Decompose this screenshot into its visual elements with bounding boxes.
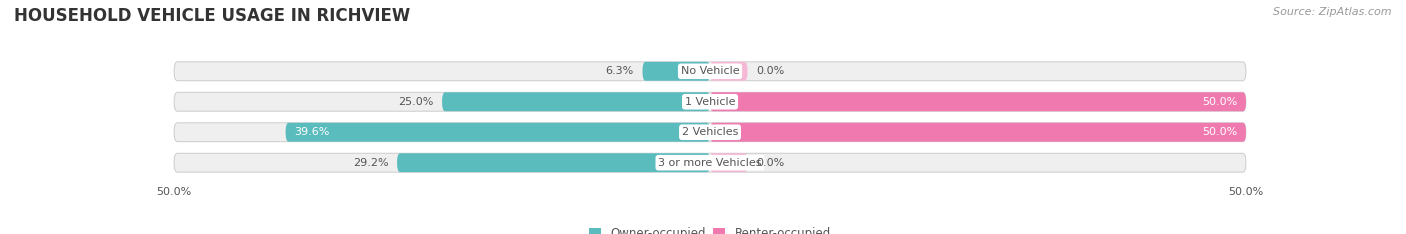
- Text: 0.0%: 0.0%: [756, 66, 785, 76]
- FancyBboxPatch shape: [174, 153, 1246, 172]
- FancyBboxPatch shape: [710, 123, 1246, 142]
- FancyBboxPatch shape: [441, 92, 710, 111]
- FancyBboxPatch shape: [710, 153, 748, 172]
- Text: 1 Vehicle: 1 Vehicle: [685, 97, 735, 107]
- Text: HOUSEHOLD VEHICLE USAGE IN RICHVIEW: HOUSEHOLD VEHICLE USAGE IN RICHVIEW: [14, 7, 411, 25]
- Text: 0.0%: 0.0%: [756, 158, 785, 168]
- FancyBboxPatch shape: [643, 62, 710, 81]
- FancyBboxPatch shape: [174, 123, 1246, 142]
- Text: 50.0%: 50.0%: [1202, 127, 1237, 137]
- Text: No Vehicle: No Vehicle: [681, 66, 740, 76]
- Text: 39.6%: 39.6%: [294, 127, 329, 137]
- FancyBboxPatch shape: [396, 153, 710, 172]
- FancyBboxPatch shape: [710, 92, 1246, 111]
- Text: 2 Vehicles: 2 Vehicles: [682, 127, 738, 137]
- Text: 3 or more Vehicles: 3 or more Vehicles: [658, 158, 762, 168]
- FancyBboxPatch shape: [710, 62, 748, 81]
- FancyBboxPatch shape: [174, 92, 1246, 111]
- Legend: Owner-occupied, Renter-occupied: Owner-occupied, Renter-occupied: [585, 222, 835, 234]
- Text: 6.3%: 6.3%: [606, 66, 634, 76]
- Text: Source: ZipAtlas.com: Source: ZipAtlas.com: [1274, 7, 1392, 17]
- Text: 50.0%: 50.0%: [1202, 97, 1237, 107]
- Text: 25.0%: 25.0%: [398, 97, 433, 107]
- FancyBboxPatch shape: [285, 123, 710, 142]
- Text: 29.2%: 29.2%: [353, 158, 388, 168]
- FancyBboxPatch shape: [174, 62, 1246, 81]
